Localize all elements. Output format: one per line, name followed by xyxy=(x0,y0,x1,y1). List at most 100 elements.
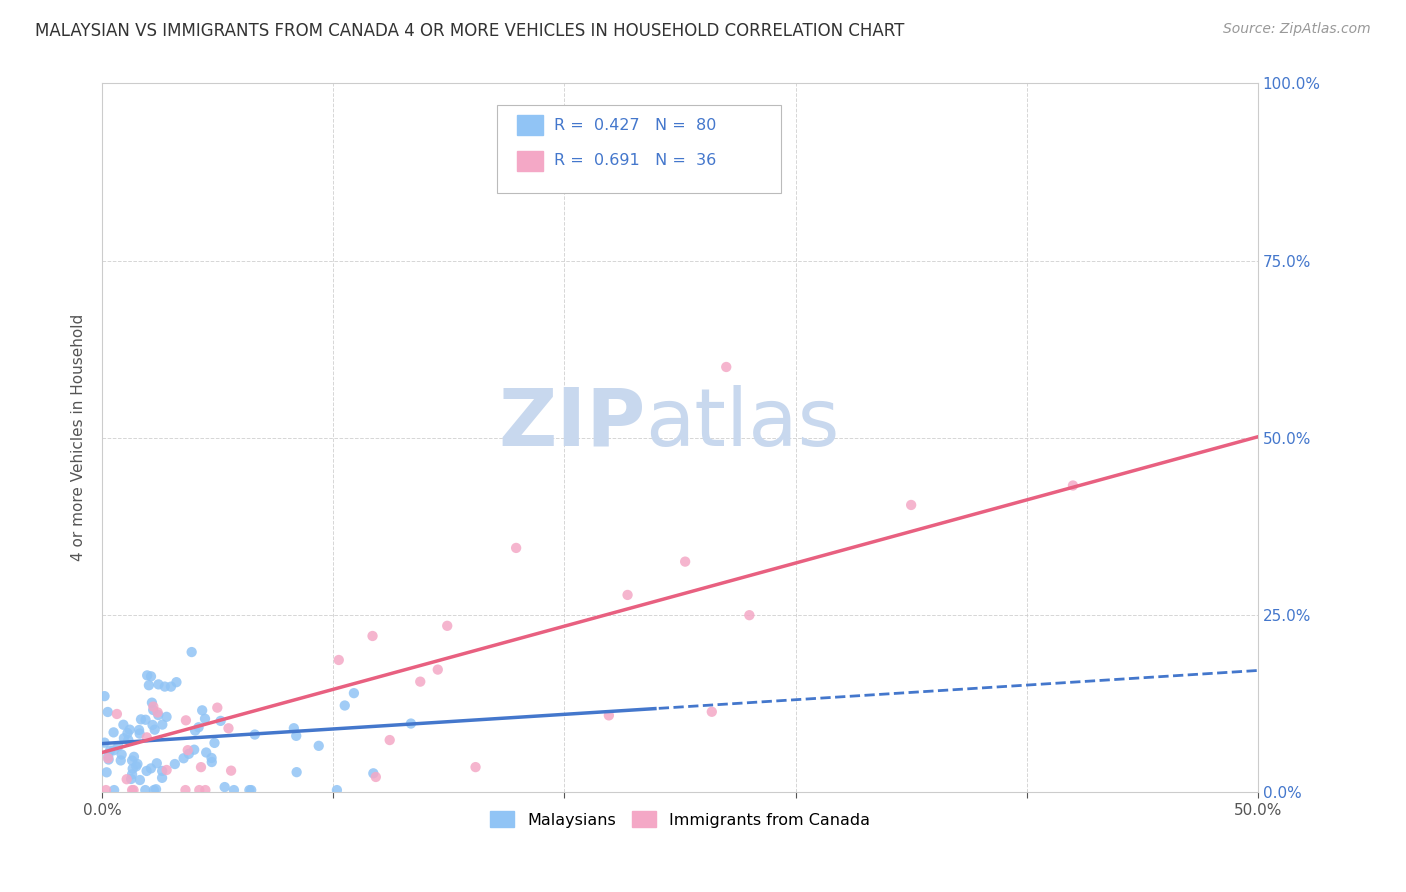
Point xyxy=(716,359,738,374)
Point xyxy=(129,712,152,726)
Point xyxy=(122,783,145,797)
Point xyxy=(673,555,696,569)
Point xyxy=(122,749,145,764)
Point xyxy=(146,756,169,771)
Bar xyxy=(517,151,543,170)
Point xyxy=(139,669,162,683)
Point xyxy=(285,765,308,780)
Point xyxy=(195,746,218,760)
FancyBboxPatch shape xyxy=(498,104,780,194)
Point xyxy=(128,723,150,737)
Point xyxy=(103,725,125,739)
Point xyxy=(219,764,242,778)
Point xyxy=(184,723,207,738)
Point xyxy=(187,720,209,734)
Point xyxy=(399,716,422,731)
Point xyxy=(98,743,121,757)
Point xyxy=(139,761,162,775)
Point xyxy=(125,759,148,773)
Point xyxy=(121,767,143,781)
Point xyxy=(150,764,173,778)
Point xyxy=(900,498,922,512)
Point xyxy=(218,721,240,735)
Point xyxy=(97,705,120,719)
Point xyxy=(97,749,120,764)
Point xyxy=(155,710,177,724)
Point xyxy=(141,718,163,732)
Point xyxy=(364,770,387,784)
Point xyxy=(110,754,132,768)
Point xyxy=(97,751,120,765)
Point xyxy=(107,739,129,753)
Point xyxy=(207,700,229,714)
Point xyxy=(378,733,401,747)
Point xyxy=(243,727,266,741)
Point xyxy=(285,729,308,743)
Point xyxy=(134,783,156,797)
Point xyxy=(188,783,211,797)
Point xyxy=(111,747,134,762)
Text: atlas: atlas xyxy=(645,384,839,463)
Point xyxy=(308,739,330,753)
Point xyxy=(120,772,142,786)
Point xyxy=(204,736,226,750)
Point xyxy=(148,708,170,723)
Point xyxy=(145,782,167,797)
Point xyxy=(112,717,135,731)
Point xyxy=(214,780,236,794)
Point xyxy=(117,733,139,747)
Point xyxy=(700,705,723,719)
Point xyxy=(148,677,170,691)
Point xyxy=(135,713,157,727)
Point xyxy=(117,726,139,740)
Point xyxy=(128,726,150,740)
Point xyxy=(121,754,143,768)
Point xyxy=(150,771,173,785)
Text: Source: ZipAtlas.com: Source: ZipAtlas.com xyxy=(1223,22,1371,37)
Point xyxy=(194,712,217,726)
Point xyxy=(115,772,138,787)
Point xyxy=(343,686,366,700)
Point xyxy=(173,751,195,765)
Point xyxy=(191,703,214,717)
Point xyxy=(409,674,432,689)
Point xyxy=(128,772,150,787)
Text: MALAYSIAN VS IMMIGRANTS FROM CANADA 4 OR MORE VEHICLES IN HOUSEHOLD CORRELATION : MALAYSIAN VS IMMIGRANTS FROM CANADA 4 OR… xyxy=(35,22,904,40)
Point xyxy=(180,645,202,659)
Text: R =  0.427   N =  80: R = 0.427 N = 80 xyxy=(554,118,717,133)
Point xyxy=(183,742,205,756)
Point xyxy=(240,783,263,797)
Point xyxy=(96,765,118,780)
Point xyxy=(616,588,638,602)
Point xyxy=(238,783,260,797)
Point xyxy=(222,783,245,797)
Point xyxy=(283,721,305,735)
Point xyxy=(97,753,120,767)
Point xyxy=(127,756,149,771)
Point xyxy=(165,675,187,690)
Point xyxy=(201,755,224,769)
Point xyxy=(160,680,183,694)
Bar xyxy=(517,115,543,136)
Point xyxy=(142,703,165,717)
Text: R =  0.691   N =  36: R = 0.691 N = 36 xyxy=(554,153,716,169)
Point xyxy=(93,736,115,750)
Point xyxy=(135,731,157,745)
Y-axis label: 4 or more Vehicles in Household: 4 or more Vehicles in Household xyxy=(72,314,86,561)
Text: ZIP: ZIP xyxy=(498,384,645,463)
Point xyxy=(328,653,350,667)
Point xyxy=(333,698,356,713)
Point xyxy=(209,714,232,728)
Point xyxy=(142,783,165,797)
Point xyxy=(361,629,384,643)
Point xyxy=(143,723,166,737)
Point xyxy=(121,762,143,776)
Point xyxy=(1062,478,1084,492)
Point xyxy=(142,699,165,714)
Point xyxy=(464,760,486,774)
Point xyxy=(141,696,163,710)
Point xyxy=(105,706,128,721)
Point xyxy=(598,708,620,723)
Point xyxy=(138,678,160,692)
Point xyxy=(150,717,173,731)
